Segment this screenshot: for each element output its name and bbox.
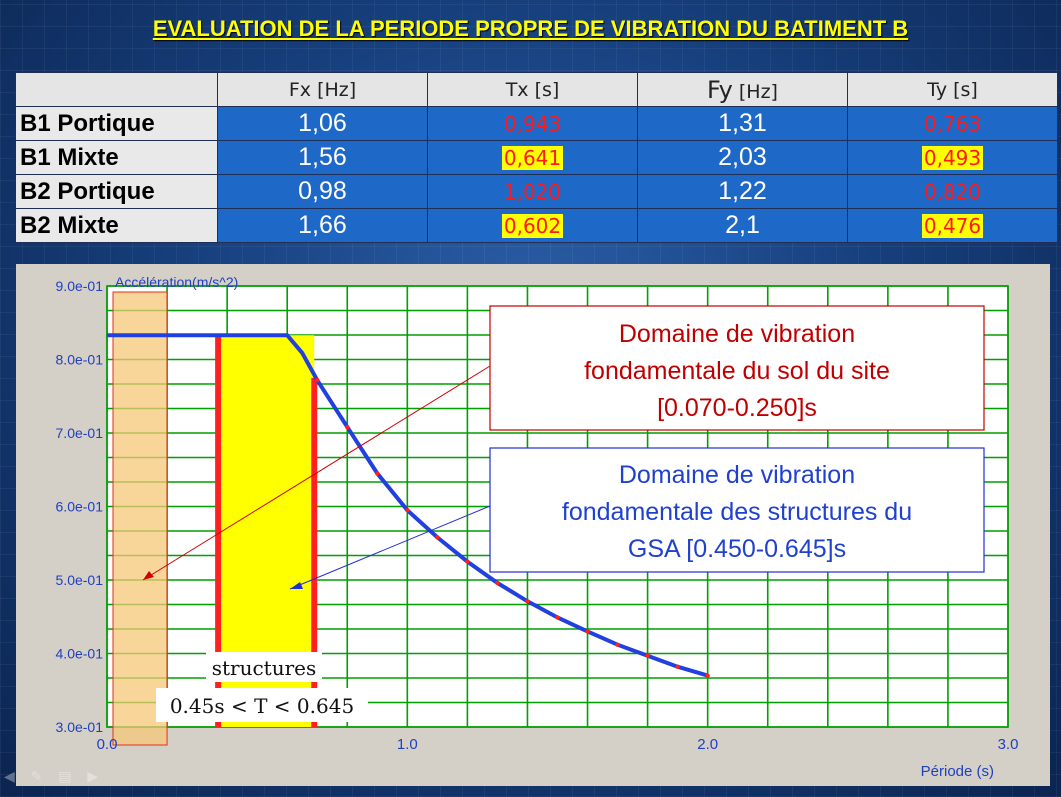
cell-fy: 2,1 bbox=[637, 208, 848, 243]
cell-tx: 0,943 bbox=[427, 106, 638, 141]
cell-fx: 0,98 bbox=[217, 174, 428, 209]
range-label-bg bbox=[156, 688, 368, 722]
cell-ty: 0,820 bbox=[847, 174, 1058, 209]
structure-arrow-head bbox=[290, 582, 303, 589]
y-tick-label: 8.0e-01 bbox=[56, 352, 104, 368]
spectrum-point bbox=[405, 507, 410, 513]
cell-ty: 0,476 bbox=[847, 208, 1058, 243]
cell-ty: 0,493 bbox=[847, 140, 1058, 175]
y-tick-label: 9.0e-01 bbox=[56, 278, 104, 294]
y-tick-label: 6.0e-01 bbox=[56, 499, 104, 515]
header-empty bbox=[15, 72, 218, 107]
spectrum-point bbox=[465, 559, 470, 564]
structure-arrow bbox=[289, 505, 491, 590]
page-title: EVALUATION DE LA PERIODE PROPRE DE VIBRA… bbox=[152, 16, 909, 41]
header-fy: Fy [Hz] bbox=[637, 72, 848, 107]
cell-tx: 0,641 bbox=[427, 140, 638, 175]
row-label: B1 Mixte bbox=[15, 140, 218, 175]
table-row: B1 Mixte 1,56 0,641 2,03 0,493 bbox=[15, 140, 1058, 175]
spectrum-point bbox=[525, 599, 530, 604]
spectrum-point bbox=[495, 580, 500, 586]
soil-annotation-text: [0.070-0.250]s bbox=[657, 394, 817, 422]
structure-annotation-text: fondamentale des structures du bbox=[562, 498, 912, 526]
results-table: Fx [Hz] Tx [s] Fy [Hz] Ty [s] B1 Portiqu… bbox=[15, 72, 1058, 243]
spectrum-point bbox=[585, 629, 590, 634]
header-ty: Ty [s] bbox=[847, 72, 1058, 107]
spectrum-point bbox=[615, 642, 620, 647]
spectrum-point bbox=[645, 653, 650, 658]
spectrum-point bbox=[315, 377, 320, 383]
spectrum-point bbox=[435, 535, 440, 540]
cell-fy: 1,31 bbox=[637, 106, 848, 141]
cell-tx: 1,020 bbox=[427, 174, 638, 209]
spectrum-point bbox=[555, 615, 560, 620]
table-row: B1 Portique 1,06 0,943 1,31 0,763 bbox=[15, 106, 1058, 141]
y-tick-label: 3.0e-01 bbox=[56, 719, 104, 735]
x-axis-label: Période (s) bbox=[921, 763, 994, 780]
cell-fx: 1,66 bbox=[217, 208, 428, 243]
table-header-row: Fx [Hz] Tx [s] Fy [Hz] Ty [s] bbox=[15, 72, 1058, 107]
spectrum-point bbox=[675, 664, 680, 669]
x-tick-label: 1.0 bbox=[397, 736, 418, 753]
cell-tx: 0,602 bbox=[427, 208, 638, 243]
header-fx: Fx [Hz] bbox=[217, 72, 428, 107]
table-row: B2 Mixte 1,66 0,602 2,1 0,476 bbox=[15, 208, 1058, 243]
row-label: B2 Portique bbox=[15, 174, 218, 209]
cell-ty: 0,763 bbox=[847, 106, 1058, 141]
cell-fx: 1,06 bbox=[217, 106, 428, 141]
spectrum-point bbox=[705, 673, 710, 678]
spectrum-chart: 3.0e-01 4.0e-01 5.0e-01 6.0e-01 7.0e-01 8.0e-… bbox=[16, 264, 1050, 786]
y-tick-label: 5.0e-01 bbox=[56, 572, 104, 588]
table-row: B2 Portique 0,98 1,020 1,22 0,820 bbox=[15, 174, 1058, 209]
cell-fx: 1,56 bbox=[217, 140, 428, 175]
soil-annotation-text: Domaine de vibration bbox=[619, 320, 855, 348]
row-label: B2 Mixte bbox=[15, 208, 218, 243]
cell-fy: 1,22 bbox=[637, 174, 848, 209]
soil-arrow bbox=[142, 365, 491, 581]
spectrum-point bbox=[375, 471, 380, 476]
soil-annotation-box bbox=[489, 305, 985, 431]
structure-annotation-text: GSA [0.450-0.645]s bbox=[628, 535, 846, 563]
header-tx: Tx [s] bbox=[427, 72, 638, 107]
y-tick-label: 4.0e-01 bbox=[56, 646, 104, 662]
soil-annotation-text: fondamentale du sol du site bbox=[584, 357, 890, 385]
x-tick-label: 2.0 bbox=[697, 736, 718, 753]
structure-annotation-text: Domaine de vibration bbox=[619, 461, 855, 489]
slide-nav-icons: ◀ ✎ ▤ ▶ bbox=[4, 768, 105, 784]
soil-period-band bbox=[112, 291, 168, 746]
cell-fy: 2,03 bbox=[637, 140, 848, 175]
structure-annotation-box bbox=[489, 447, 985, 573]
range-label: 0.45s < T < 0.645 bbox=[170, 694, 354, 718]
row-label: B1 Portique bbox=[15, 106, 218, 141]
x-tick-label: 0.0 bbox=[97, 736, 118, 753]
x-tick-label: 3.0 bbox=[998, 736, 1019, 753]
spectrum-point bbox=[345, 424, 350, 430]
y-axis-label: Accélération(m/s^2) bbox=[115, 274, 238, 290]
y-tick-label: 7.0e-01 bbox=[56, 425, 104, 441]
soil-arrow-head bbox=[143, 571, 154, 580]
structures-label-bg bbox=[206, 652, 322, 682]
structures-label: structures bbox=[212, 656, 317, 680]
chart-svg: 3.0e-01 4.0e-01 5.0e-01 6.0e-01 7.0e-01 8.0e-… bbox=[56, 274, 1019, 780]
